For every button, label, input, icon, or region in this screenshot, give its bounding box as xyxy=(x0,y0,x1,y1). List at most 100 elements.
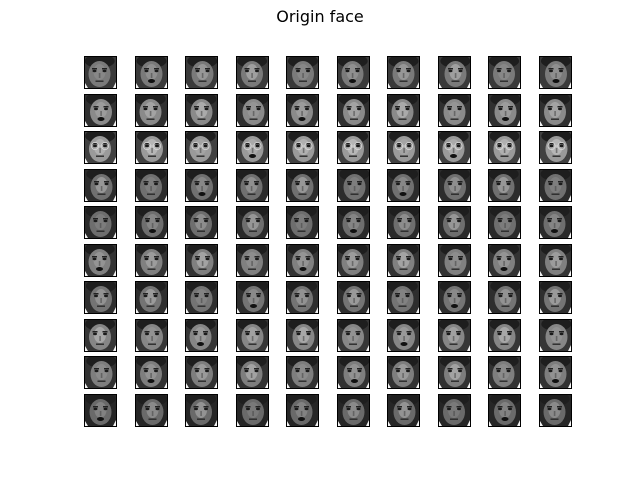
face-thumbnail xyxy=(387,394,420,427)
face-thumbnail xyxy=(387,281,420,314)
face-thumbnail xyxy=(286,169,319,202)
face-thumbnail xyxy=(84,394,117,427)
face-thumbnail xyxy=(236,356,269,389)
face-thumbnail xyxy=(286,319,319,352)
face-thumbnail xyxy=(185,206,218,239)
face-thumbnail xyxy=(286,206,319,239)
face-thumbnail xyxy=(337,394,370,427)
face-thumbnail xyxy=(84,169,117,202)
face-thumbnail xyxy=(488,394,521,427)
face-thumbnail xyxy=(286,56,319,89)
face-thumbnail xyxy=(488,244,521,277)
face-thumbnail xyxy=(438,131,471,164)
face-thumbnail xyxy=(286,356,319,389)
face-thumbnail xyxy=(135,244,168,277)
face-thumbnail xyxy=(185,356,218,389)
face-thumbnail xyxy=(539,94,572,127)
face-thumbnail xyxy=(84,244,117,277)
face-thumbnail xyxy=(337,206,370,239)
face-thumbnail xyxy=(337,56,370,89)
face-thumbnail xyxy=(337,169,370,202)
face-thumbnail xyxy=(438,94,471,127)
face-thumbnail xyxy=(539,319,572,352)
face-thumbnail xyxy=(337,319,370,352)
figure-title: Origin face xyxy=(0,7,640,26)
face-thumbnail xyxy=(488,319,521,352)
face-thumbnail xyxy=(337,356,370,389)
face-grid xyxy=(84,56,572,430)
face-thumbnail xyxy=(387,56,420,89)
face-thumbnail xyxy=(387,206,420,239)
face-thumbnail xyxy=(185,94,218,127)
face-thumbnail xyxy=(488,56,521,89)
face-thumbnail xyxy=(185,244,218,277)
face-thumbnail xyxy=(286,94,319,127)
face-thumbnail xyxy=(539,244,572,277)
face-thumbnail xyxy=(185,281,218,314)
face-thumbnail xyxy=(387,131,420,164)
face-thumbnail xyxy=(438,244,471,277)
face-thumbnail xyxy=(84,356,117,389)
face-thumbnail xyxy=(337,244,370,277)
face-thumbnail xyxy=(236,56,269,89)
face-thumbnail xyxy=(488,206,521,239)
face-thumbnail xyxy=(387,94,420,127)
face-thumbnail xyxy=(438,169,471,202)
face-thumbnail xyxy=(438,281,471,314)
face-thumbnail xyxy=(236,94,269,127)
face-thumbnail xyxy=(135,206,168,239)
face-thumbnail xyxy=(488,131,521,164)
face-thumbnail xyxy=(84,281,117,314)
face-thumbnail xyxy=(337,281,370,314)
face-thumbnail xyxy=(438,319,471,352)
face-thumbnail xyxy=(387,356,420,389)
face-thumbnail xyxy=(135,394,168,427)
face-thumbnail xyxy=(488,169,521,202)
face-thumbnail xyxy=(135,169,168,202)
face-thumbnail xyxy=(539,56,572,89)
face-thumbnail xyxy=(185,131,218,164)
face-thumbnail xyxy=(236,394,269,427)
face-thumbnail xyxy=(539,169,572,202)
face-thumbnail xyxy=(236,319,269,352)
face-thumbnail xyxy=(438,356,471,389)
face-thumbnail xyxy=(337,131,370,164)
face-thumbnail xyxy=(438,206,471,239)
face-thumbnail xyxy=(387,169,420,202)
face-thumbnail xyxy=(539,131,572,164)
face-thumbnail xyxy=(488,94,521,127)
face-thumbnail xyxy=(387,319,420,352)
face-thumbnail xyxy=(135,94,168,127)
face-thumbnail xyxy=(236,206,269,239)
face-thumbnail xyxy=(135,356,168,389)
face-thumbnail xyxy=(135,319,168,352)
face-thumbnail xyxy=(135,56,168,89)
face-thumbnail xyxy=(286,244,319,277)
face-thumbnail xyxy=(135,281,168,314)
face-thumbnail xyxy=(84,319,117,352)
face-thumbnail xyxy=(539,281,572,314)
face-thumbnail xyxy=(539,356,572,389)
face-thumbnail xyxy=(539,394,572,427)
face-thumbnail xyxy=(438,56,471,89)
face-thumbnail xyxy=(387,244,420,277)
face-thumbnail xyxy=(236,281,269,314)
face-thumbnail xyxy=(539,206,572,239)
face-thumbnail xyxy=(236,244,269,277)
face-thumbnail xyxy=(236,131,269,164)
face-thumbnail xyxy=(84,94,117,127)
face-thumbnail xyxy=(135,131,168,164)
face-thumbnail xyxy=(185,319,218,352)
face-thumbnail xyxy=(185,169,218,202)
face-thumbnail xyxy=(438,394,471,427)
face-thumbnail xyxy=(286,131,319,164)
face-thumbnail xyxy=(337,94,370,127)
face-thumbnail xyxy=(286,281,319,314)
face-thumbnail xyxy=(286,394,319,427)
face-thumbnail xyxy=(488,356,521,389)
face-thumbnail xyxy=(236,169,269,202)
face-thumbnail xyxy=(84,56,117,89)
face-thumbnail xyxy=(84,206,117,239)
face-thumbnail xyxy=(185,394,218,427)
face-thumbnail xyxy=(185,56,218,89)
